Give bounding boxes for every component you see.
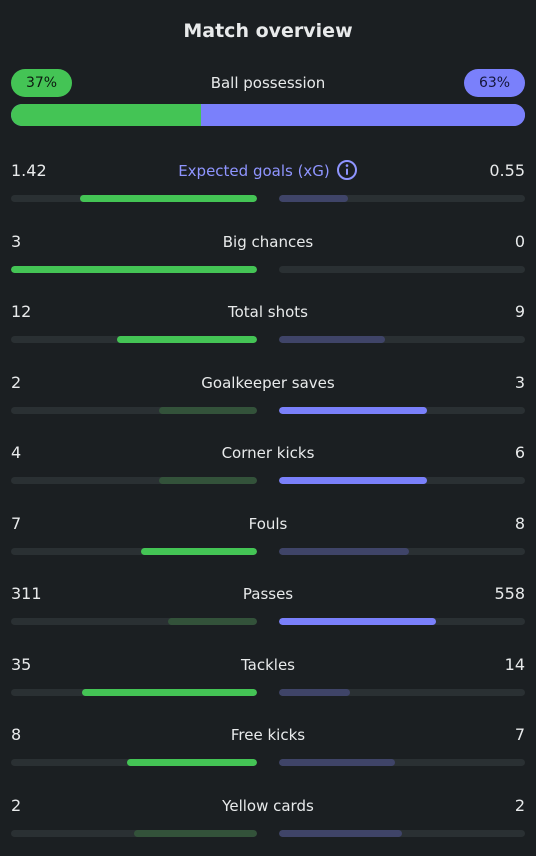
home-value: 4	[11, 443, 22, 462]
away-bar-fill	[279, 336, 385, 343]
stat-row-fouls: 7 Fouls 8	[11, 513, 525, 557]
home-value: 311	[11, 584, 42, 603]
home-value: 8	[11, 725, 22, 744]
home-value: 2	[11, 372, 22, 392]
stat-label-text: Goalkeeper saves	[201, 373, 335, 392]
home-bar-track	[11, 195, 257, 202]
away-value: 7	[514, 725, 525, 744]
stat-label: Passes	[11, 583, 525, 605]
away-bar-track	[279, 547, 525, 555]
stat-row-big-chances: 3 Big chances 0	[11, 231, 525, 275]
away-possession-fill	[201, 104, 525, 126]
away-bar-fill	[279, 759, 395, 766]
home-bar-fill	[158, 477, 257, 484]
stat-label-text: Fouls	[248, 514, 288, 533]
home-value: 35	[11, 654, 32, 674]
home-possession-badge: 37%	[11, 69, 72, 97]
away-bar-track	[279, 829, 525, 837]
home-bar-fill	[126, 759, 257, 766]
away-bar-track	[279, 759, 525, 766]
home-bar-track	[11, 477, 257, 484]
away-value: 8	[514, 513, 525, 533]
home-possession-fill	[11, 104, 202, 126]
home-bar-fill	[82, 688, 257, 696]
home-bar-fill	[11, 265, 257, 273]
stat-label: Yellow cards	[11, 795, 525, 817]
home-value: 7	[11, 513, 22, 533]
stat-label-text: Passes	[242, 585, 294, 603]
home-bar-track	[11, 406, 257, 414]
stat-row-goalkeeper-saves: 2 Goalkeeper saves 3	[11, 372, 525, 416]
home-value: 2	[11, 795, 22, 815]
away-bar-fill	[279, 195, 348, 202]
stat-label: Total shots	[11, 301, 525, 323]
away-value: 0.55	[489, 161, 525, 180]
away-bar-fill	[279, 618, 437, 625]
stat-row-passes: 311 Passes 558	[11, 583, 525, 627]
home-bar-fill	[134, 829, 257, 837]
away-bar-track	[279, 336, 525, 343]
possession-header: 37% Ball possession 63%	[11, 69, 525, 97]
home-bar-fill	[141, 547, 257, 555]
away-value: 9	[514, 302, 525, 321]
possession-label: Ball possession	[210, 74, 326, 92]
stat-label-text: Corner kicks	[221, 444, 315, 462]
home-value: 12	[11, 302, 32, 321]
stat-row-expected-goals-xg: 1.42 Expected goals (xG) 0.55	[11, 160, 525, 204]
away-bar-track	[279, 477, 525, 484]
home-bar-track	[11, 688, 257, 696]
away-value: 2	[514, 795, 525, 815]
home-bar-fill	[116, 336, 257, 343]
away-bar-track	[279, 618, 525, 625]
stat-row-free-kicks: 8 Free kicks 7	[11, 724, 525, 768]
possession-bar	[11, 104, 525, 126]
away-value: 0	[514, 231, 525, 251]
away-bar-track	[279, 195, 525, 202]
stat-row-tackles: 35 Tackles 14	[11, 654, 525, 698]
away-bar-track	[279, 265, 525, 273]
home-bar-track	[11, 759, 257, 766]
stat-label-text: Expected goals (xG)	[178, 162, 330, 180]
stat-label: Free kicks	[11, 724, 525, 746]
away-bar-track	[279, 406, 525, 414]
stat-label[interactable]: Expected goals (xG)	[11, 160, 525, 182]
home-value: 3	[11, 231, 22, 251]
stat-label-text: Free kicks	[230, 726, 306, 744]
away-bar-fill	[279, 829, 402, 837]
home-bar-fill	[168, 618, 257, 625]
stat-label: Big chances	[11, 231, 525, 253]
stat-row-yellow-cards: 2 Yellow cards 2	[11, 795, 525, 839]
stat-label-text: Big chances	[222, 232, 314, 251]
home-bar-fill	[158, 406, 257, 414]
away-bar-fill	[279, 477, 427, 484]
home-bar-track	[11, 618, 257, 625]
stat-label: Corner kicks	[11, 442, 525, 464]
away-value: 14	[504, 654, 525, 674]
panel-title: Match overview	[183, 20, 353, 42]
info-icon[interactable]	[336, 159, 358, 181]
away-value: 3	[514, 372, 525, 392]
home-bar-track	[11, 829, 257, 837]
home-value: 1.42	[11, 161, 47, 180]
stat-label-text: Total shots	[228, 303, 308, 321]
home-bar-track	[11, 265, 257, 273]
away-possession-badge: 63%	[464, 69, 525, 97]
home-bar-track	[11, 547, 257, 555]
away-bar-fill	[279, 547, 410, 555]
stat-label-text: Yellow cards	[222, 796, 314, 815]
stat-row-corner-kicks: 4 Corner kicks 6	[11, 442, 525, 486]
away-value: 6	[514, 443, 525, 462]
stat-label: Fouls	[11, 513, 525, 535]
away-value: 558	[494, 584, 525, 603]
stat-label: Goalkeeper saves	[11, 372, 525, 394]
home-bar-track	[11, 336, 257, 343]
stat-label: Tackles	[11, 654, 525, 676]
stat-row-total-shots: 12 Total shots 9	[11, 301, 525, 345]
stat-label-text: Tackles	[240, 655, 296, 674]
away-bar-track	[279, 688, 525, 696]
home-bar-fill	[79, 195, 257, 202]
away-bar-fill	[279, 688, 351, 696]
away-bar-fill	[279, 406, 427, 414]
